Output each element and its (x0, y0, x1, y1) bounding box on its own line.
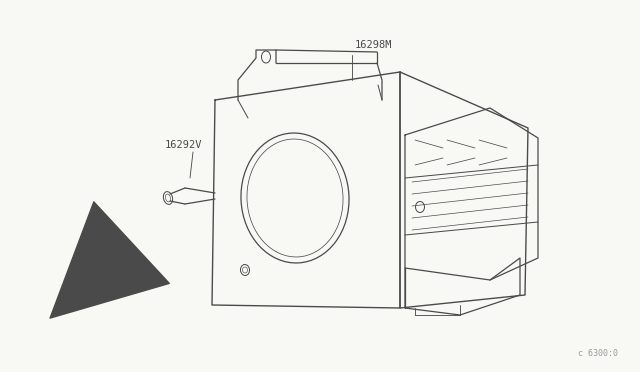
Text: 16292V: 16292V (165, 140, 202, 150)
Text: 16298M: 16298M (355, 40, 392, 50)
Text: FRONT: FRONT (80, 260, 111, 290)
Text: c 6300:0: c 6300:0 (578, 349, 618, 358)
